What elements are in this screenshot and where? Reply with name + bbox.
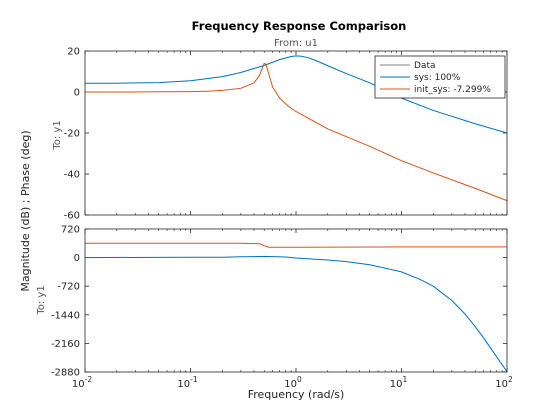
x-tick-label: 10-2 [72, 375, 92, 390]
legend: Data sys: 100% init_sys: -7.299% [374, 55, 506, 99]
chart-title: Frequency Response Comparison [192, 19, 407, 33]
phase-series-init-sys-line [85, 242, 507, 248]
phase-series-sys-line [84, 255, 508, 372]
x-tick-label: 101 [390, 375, 408, 390]
x-tick-label: 100 [284, 375, 302, 390]
phase-y-tick-label: -2880 [51, 368, 80, 379]
phase-axes: 10-2 10-1 100 101 102 720 0 -720 -1440 -2160 -2880 [51, 225, 513, 391]
legend-label-2: init_sys: -7.299% [414, 85, 491, 95]
phase-y-tick-label: -1440 [51, 310, 80, 321]
y-axis-label: Magnitude (dB) ; Phase (deg) [19, 130, 32, 291]
mag-series-init-sys-line [85, 62, 508, 202]
legend-label-1: sys: 100% [414, 73, 461, 83]
mag-y-tick-label: -40 [64, 170, 80, 181]
output-channel-label-phase: To: y1 [36, 285, 47, 315]
phase-y-tick-label: -720 [57, 282, 80, 293]
phase-y-tick-label: -2160 [51, 339, 80, 350]
output-channel-label-magnitude: To: y1 [52, 120, 63, 150]
phase-plot-area [85, 229, 507, 372]
x-axis-label: Frequency (rad/s) [248, 388, 345, 401]
x-tick-label: 102 [495, 375, 513, 390]
mag-y-tick-label: 20 [67, 47, 80, 58]
phase-y-tick-label: 720 [61, 225, 80, 236]
phase-y-tick-label: 0 [74, 253, 80, 264]
mag-y-tick-label: -60 [64, 211, 80, 222]
phase-axes-frame [84, 228, 508, 373]
mag-y-tick-label: -20 [64, 129, 80, 140]
mag-axes-frame [84, 50, 508, 216]
input-channel-label: From: u1 [274, 38, 318, 49]
legend-label-0: Data [414, 61, 436, 71]
mag-y-tick-label: 0 [74, 88, 80, 99]
x-tick-label: 10-1 [177, 375, 197, 390]
